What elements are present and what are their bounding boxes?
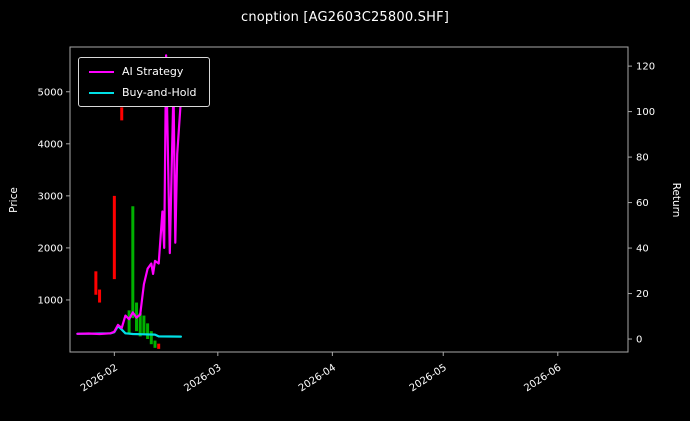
legend-label-ai-strategy: AI Strategy: [122, 65, 184, 78]
svg-text:2000: 2000: [38, 243, 63, 254]
svg-text:20: 20: [636, 289, 649, 300]
svg-text:2026-06: 2026-06: [522, 362, 563, 394]
legend: AI Strategy Buy-and-Hold: [78, 57, 210, 107]
svg-text:40: 40: [636, 244, 649, 255]
svg-text:5000: 5000: [38, 87, 63, 98]
chart-title: cnoption [AG2603C25800.SHF]: [240, 10, 450, 25]
legend-label-buy-and-hold: Buy-and-Hold: [122, 86, 197, 99]
ai-strategy-line-swatch: [89, 70, 114, 73]
svg-text:1000: 1000: [38, 295, 63, 306]
svg-text:60: 60: [636, 198, 649, 209]
svg-text:2026-05: 2026-05: [408, 362, 449, 394]
svg-text:4000: 4000: [38, 139, 63, 150]
right-axis-label: Return: [670, 182, 682, 218]
return-axis-ticks: 0 20 40 60 80 100 120: [628, 62, 655, 346]
ai-strategy-line: [76, 54, 182, 336]
svg-text:0: 0: [636, 335, 642, 346]
svg-text:120: 120: [636, 62, 655, 73]
svg-text:3000: 3000: [38, 191, 63, 202]
svg-text:2026-02: 2026-02: [79, 362, 120, 394]
candle-bars: [94, 107, 161, 349]
svg-text:2026-03: 2026-03: [182, 362, 223, 394]
price-axis-ticks: 1000 2000 3000 4000 5000: [38, 87, 70, 306]
legend-item-buy-and-hold: Buy-and-Hold: [89, 87, 197, 98]
svg-text:100: 100: [636, 107, 655, 118]
legend-item-ai-strategy: AI Strategy: [89, 66, 197, 77]
date-axis-ticks: 2026-02 2026-03 2026-04 2026-05 2026-06: [79, 352, 563, 394]
svg-text:80: 80: [636, 153, 649, 164]
left-axis-label: Price: [8, 187, 20, 213]
svg-text:2026-04: 2026-04: [297, 362, 338, 394]
buy-and-hold-line-swatch: [89, 91, 114, 94]
